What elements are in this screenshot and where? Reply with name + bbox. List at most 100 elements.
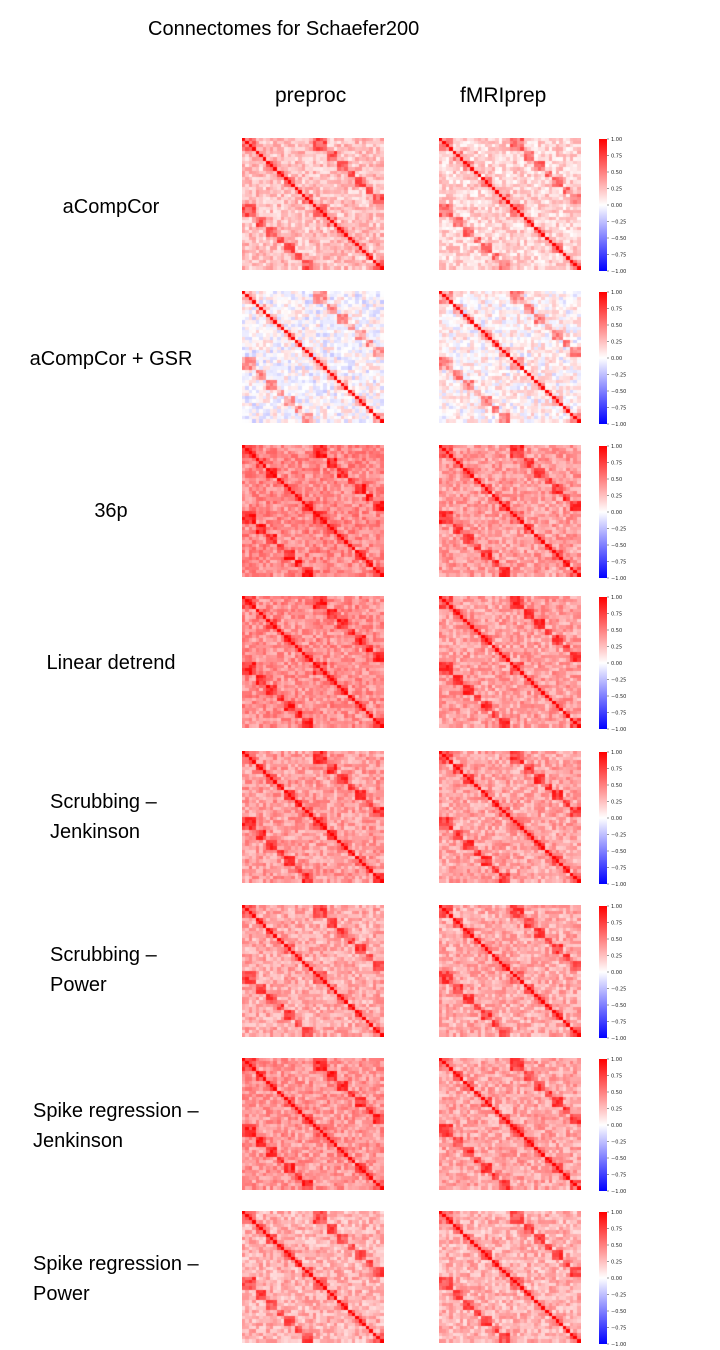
colorbar-tick-label: −0.75 [611,252,626,258]
colorbar-tick-label: −0.25 [611,372,626,378]
row-label: aCompCor [0,192,222,222]
row-label-line: 36p [94,500,128,522]
colorbar-tick-label: 0.50 [611,628,622,634]
colorbar: 1.00 0.75 0.50 0.25 0.00 −0.25 −0.50 −0.75 −1.00 [599,595,626,733]
connectome-matrix [439,596,581,728]
colorbar-tick-label: −1.00 [611,882,626,888]
colorbar-tick-label: 0.00 [611,203,622,209]
colorbar-tick-label: −1.00 [611,1189,626,1195]
colorbar-tick-label: −0.75 [611,865,626,871]
colorbar-tick-label: 0.25 [611,1106,622,1112]
colorbar-gradient [599,446,607,578]
colorbar-tick-label: 0.75 [611,460,622,466]
colorbar-tick-label: 0.50 [611,937,622,943]
row-label: 36p [0,496,222,526]
colorbar: 1.00 0.75 0.50 0.25 0.00 −0.25 −0.50 −0.75 −1.00 [599,1210,626,1348]
colorbar-tick-label: −0.25 [611,1139,626,1145]
colorbar-gradient [599,1059,607,1191]
colorbar-gradient [599,1212,607,1344]
colorbar-tick-label: 0.50 [611,1243,622,1249]
colorbar-tick-label: 0.75 [611,153,622,159]
row-label: Spike regression – Jenkinson [33,1096,255,1156]
connectome-matrix [439,751,581,883]
figure-title: Connectomes for Schaefer200 [148,18,420,40]
colorbar-tick-label: −0.50 [611,389,626,395]
colorbar-tick-label: −1.00 [611,1036,626,1042]
colorbar-tick-label: −0.75 [611,1172,626,1178]
colorbar-tick-label: 1.00 [611,595,622,601]
row-label-line: aCompCor [62,196,160,218]
colorbar-tick-label: −1.00 [611,576,626,582]
connectome-matrix [242,138,384,270]
colorbar-tick-label: −0.50 [611,1156,626,1162]
colorbar-tick-label: 1.00 [611,1057,622,1063]
colorbar: 1.00 0.75 0.50 0.25 0.00 −0.25 −0.50 −0.75 −1.00 [599,290,626,428]
colorbar-tick-label: −1.00 [611,422,626,428]
colorbar-tick-label: 0.75 [611,611,622,617]
colorbar-tick-label: 0.25 [611,1259,622,1265]
colorbar-tick-label: −0.50 [611,1309,626,1315]
colorbar-tick-label: −0.25 [611,677,626,683]
colorbar-tick-label: −0.75 [611,1019,626,1025]
colorbar-tick-label: −0.25 [611,526,626,532]
connectome-matrix [439,905,581,1037]
connectome-matrix [439,1211,581,1343]
row-label: aCompCor + GSR [0,344,222,374]
colorbar-tick-label: 0.75 [611,306,622,312]
row-label: Scrubbing – Jenkinson [50,787,272,847]
colorbar-tick-label: 0.00 [611,816,622,822]
colorbar-tick-label: −1.00 [611,1342,626,1348]
colorbar-tick-label: 0.00 [611,1123,622,1129]
colorbar: 1.00 0.75 0.50 0.25 0.00 −0.25 −0.50 −0.75 −1.00 [599,904,626,1042]
colorbar-tick-label: 0.25 [611,799,622,805]
colorbar-tick-label: −1.00 [611,727,626,733]
colorbar-tick-label: 1.00 [611,137,622,143]
row-label-line: Power [33,1283,90,1305]
colorbar-tick-label: −0.25 [611,832,626,838]
colorbar-tick-label: 0.25 [611,953,622,959]
colorbar-tick-label: −0.75 [611,559,626,565]
colorbar-gradient [599,906,607,1038]
connectome-matrix [439,291,581,423]
colorbar-gradient [599,597,607,729]
colorbar-tick-label: −0.25 [611,986,626,992]
column-header-preproc: preproc [275,84,347,107]
colorbar-tick-label: 0.00 [611,356,622,362]
row-label-line: Scrubbing – [50,944,157,966]
colorbar-gradient [599,139,607,271]
row-label-line: Power [50,974,107,996]
colorbar-tick-label: 1.00 [611,904,622,910]
connectome-matrix [242,1058,384,1190]
colorbar: 1.00 0.75 0.50 0.25 0.00 −0.25 −0.50 −0.75 −1.00 [599,444,626,582]
colorbar-tick-label: −1.00 [611,269,626,275]
row-label: Linear detrend [0,648,222,678]
colorbar-tick-label: −0.50 [611,236,626,242]
connectome-matrix [439,445,581,577]
connectome-matrix [439,138,581,270]
row-label-line: Scrubbing – [50,791,157,813]
colorbar-tick-label: 1.00 [611,1210,622,1216]
row-label: Spike regression – Power [33,1249,255,1309]
colorbar-tick-label: 0.25 [611,186,622,192]
colorbar-tick-label: 0.75 [611,920,622,926]
row-label: Scrubbing – Power [50,940,272,1000]
colorbar: 1.00 0.75 0.50 0.25 0.00 −0.25 −0.50 −0.75 −1.00 [599,1057,626,1195]
colorbar-tick-label: −0.75 [611,1325,626,1331]
column-header-fmriprep: fMRIprep [460,84,547,107]
colorbar-tick-label: 0.25 [611,644,622,650]
colorbar-tick-label: −0.50 [611,849,626,855]
colorbar-tick-label: −0.50 [611,543,626,549]
colorbar-tick-label: 0.75 [611,1073,622,1079]
colorbar-tick-label: 0.00 [611,1276,622,1282]
connectome-matrix [242,596,384,728]
colorbar-tick-label: −0.75 [611,710,626,716]
colorbar-tick-label: −0.25 [611,219,626,225]
colorbar-tick-label: 0.50 [611,783,622,789]
colorbar-tick-label: 0.00 [611,510,622,516]
colorbar-tick-label: 0.50 [611,170,622,176]
colorbar-tick-label: 1.00 [611,444,622,450]
colorbar-tick-label: 0.75 [611,1226,622,1232]
connectome-matrix [242,291,384,423]
connectome-matrix [242,751,384,883]
colorbar-tick-label: 0.50 [611,1090,622,1096]
